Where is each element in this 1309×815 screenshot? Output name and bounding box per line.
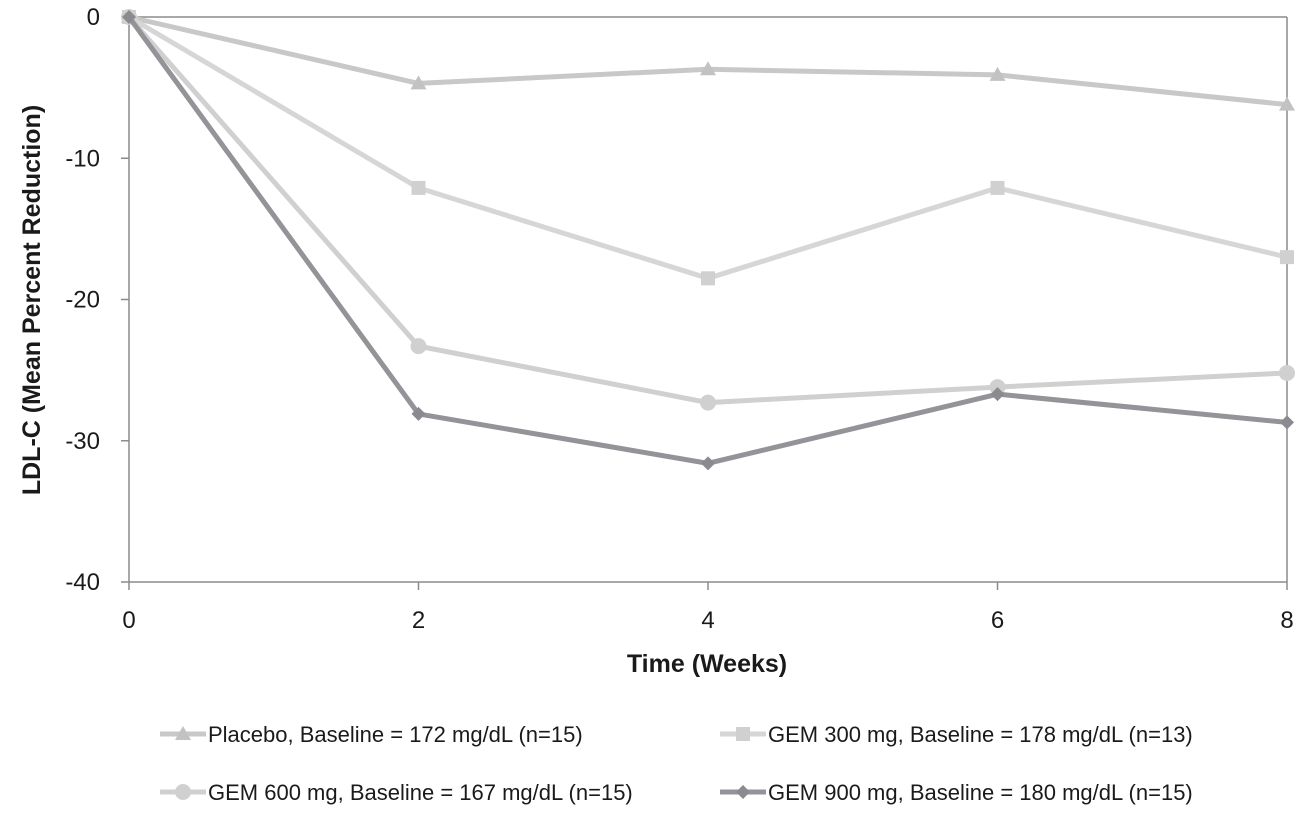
y-tick-label: 0 (87, 4, 100, 31)
data-point (175, 784, 191, 800)
series-layer (121, 9, 1295, 471)
data-point (700, 394, 716, 411)
legend-label: Placebo, Baseline = 172 mg/dL (n=15) (208, 722, 583, 747)
x-axis-title: Time (Weeks) (627, 650, 787, 678)
data-point (989, 66, 1006, 81)
series-gem-300-mg (122, 10, 1294, 286)
x-tick-label: 0 (122, 607, 135, 634)
data-point (736, 785, 750, 799)
x-tick-label: 4 (701, 607, 714, 634)
series-gem-900-mg (122, 10, 1294, 471)
series-placebo (121, 9, 1295, 111)
data-point (701, 271, 715, 286)
legend-item: GEM 600 mg, Baseline = 167 mg/dL (n=15) (160, 780, 633, 805)
y-axis-title: LDL-C (Mean Percent Reduction) (18, 105, 46, 495)
plot-area (128, 16, 1288, 583)
data-point (990, 387, 1005, 402)
data-point (411, 406, 426, 421)
x-tick-label: 2 (412, 607, 425, 634)
legend-label: GEM 300 mg, Baseline = 178 mg/dL (n=13) (768, 722, 1193, 747)
data-point (1280, 250, 1294, 265)
data-point (410, 75, 427, 90)
data-point (411, 180, 426, 195)
legend-item: GEM 900 mg, Baseline = 180 mg/dL (n=15) (720, 780, 1193, 805)
legend: Placebo, Baseline = 172 mg/dL (n=15) GEM … (160, 722, 1193, 805)
data-point (122, 10, 136, 24)
legend-label: GEM 900 mg, Baseline = 180 mg/dL (n=15) (768, 780, 1193, 805)
legend-item: Placebo, Baseline = 172 mg/dL (n=15) (160, 722, 583, 747)
legend-item: GEM 300 mg, Baseline = 178 mg/dL (n=13) (720, 722, 1193, 747)
y-tick-label: -20 (65, 287, 100, 314)
x-axis-ticks: 0 2 4 6 8 (122, 582, 1294, 634)
x-tick-label: 6 (991, 607, 1004, 634)
data-point (701, 456, 715, 471)
y-tick-label: -10 (65, 145, 100, 172)
data-point (175, 726, 191, 740)
data-point (700, 61, 716, 76)
series-line (128, 14, 1288, 108)
data-point (1280, 415, 1294, 430)
data-point (1279, 364, 1295, 381)
data-point (410, 338, 427, 355)
data-point (1279, 96, 1295, 111)
y-tick-label: -30 (65, 428, 100, 455)
data-point (736, 727, 750, 741)
data-point (990, 180, 1005, 195)
x-tick-label: 8 (1280, 607, 1293, 634)
y-tick-label: -40 (65, 569, 100, 596)
data-point (989, 379, 1006, 396)
legend-label: GEM 600 mg, Baseline = 167 mg/dL (n=15) (208, 780, 633, 805)
y-axis-ticks: 0 -10 -20 -30 -40 (65, 4, 129, 596)
